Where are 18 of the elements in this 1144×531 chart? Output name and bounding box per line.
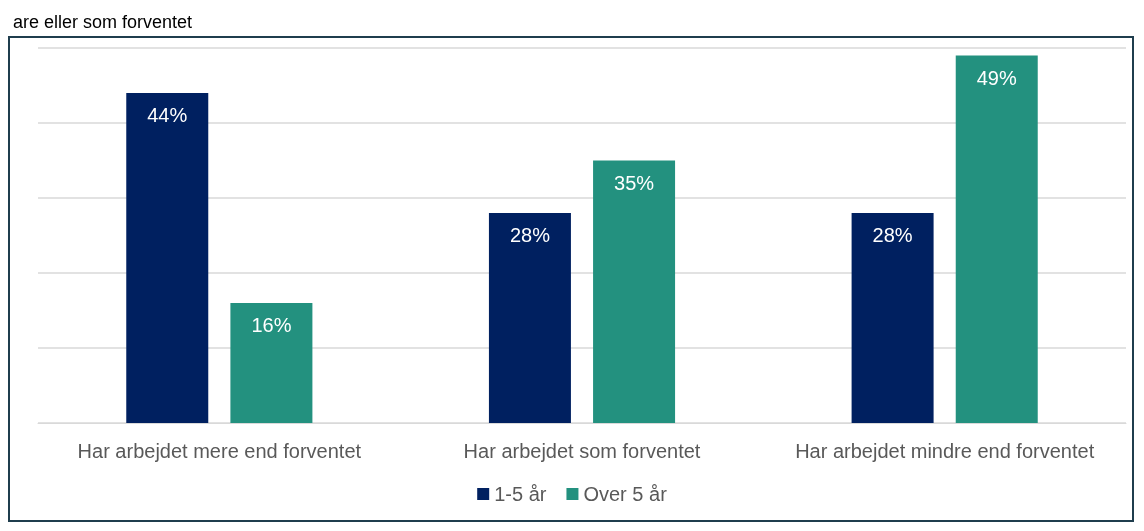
data-label: 28% bbox=[872, 224, 913, 246]
data-label: 49% bbox=[976, 66, 1017, 89]
bar bbox=[955, 55, 1038, 423]
data-label: 28% bbox=[509, 224, 551, 246]
data-label: 44% bbox=[147, 104, 188, 126]
legend-label: 1-5 år bbox=[494, 483, 547, 505]
legend-label: Over 5 år bbox=[583, 483, 668, 505]
x-tick-label: Har arbejdet mindre end forventet bbox=[795, 440, 1095, 462]
x-tick-label: Har arbejdet som forventet bbox=[463, 440, 701, 462]
data-label: 16% bbox=[251, 314, 292, 336]
data-label: 35% bbox=[614, 171, 655, 194]
bar bbox=[488, 213, 571, 423]
bar bbox=[851, 213, 934, 423]
bar bbox=[230, 303, 313, 423]
x-tick-label: Har arbejdet mere end forventet bbox=[77, 440, 362, 462]
bar bbox=[593, 160, 676, 423]
chart-title: are eller som forventet bbox=[13, 12, 193, 32]
bar bbox=[126, 93, 209, 423]
